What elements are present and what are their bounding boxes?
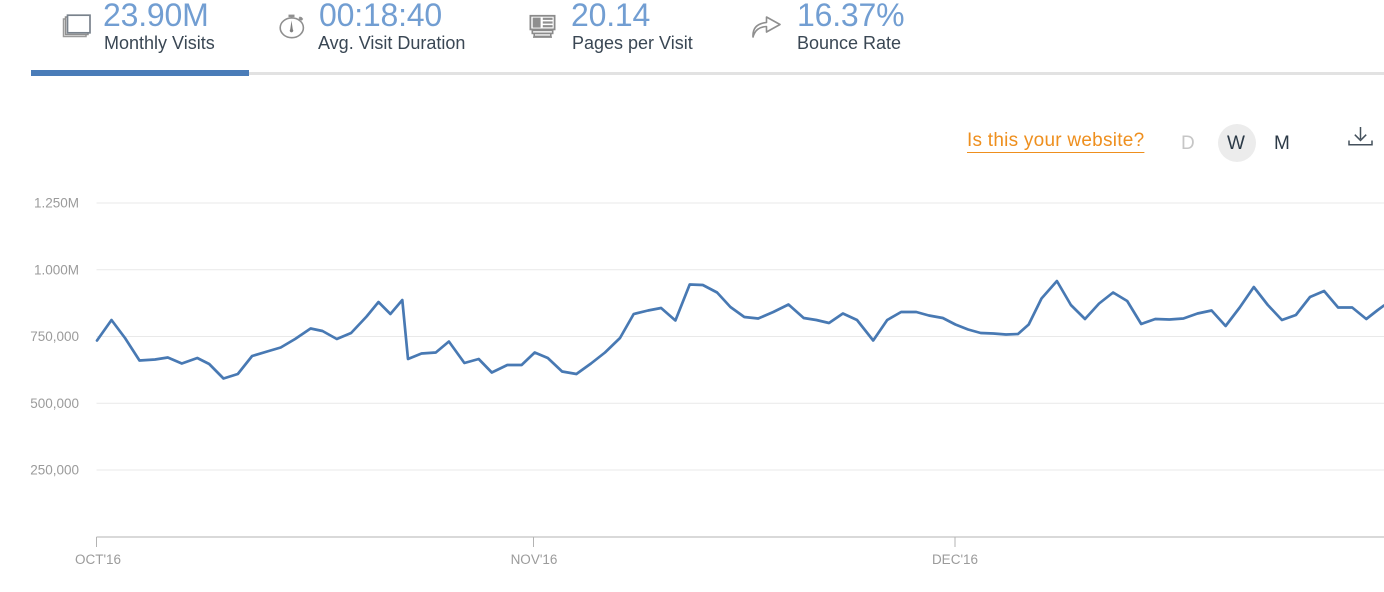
svg-text:250,000: 250,000 — [30, 463, 79, 478]
svg-text:500,000: 500,000 — [30, 396, 79, 411]
svg-text:DEC'16: DEC'16 — [932, 552, 978, 567]
svg-text:1.000M: 1.000M — [34, 262, 79, 277]
svg-text:750,000: 750,000 — [30, 329, 79, 344]
svg-text:OCT'16: OCT'16 — [75, 552, 121, 567]
svg-text:1.250M: 1.250M — [34, 196, 79, 211]
svg-text:NOV'16: NOV'16 — [511, 552, 558, 567]
